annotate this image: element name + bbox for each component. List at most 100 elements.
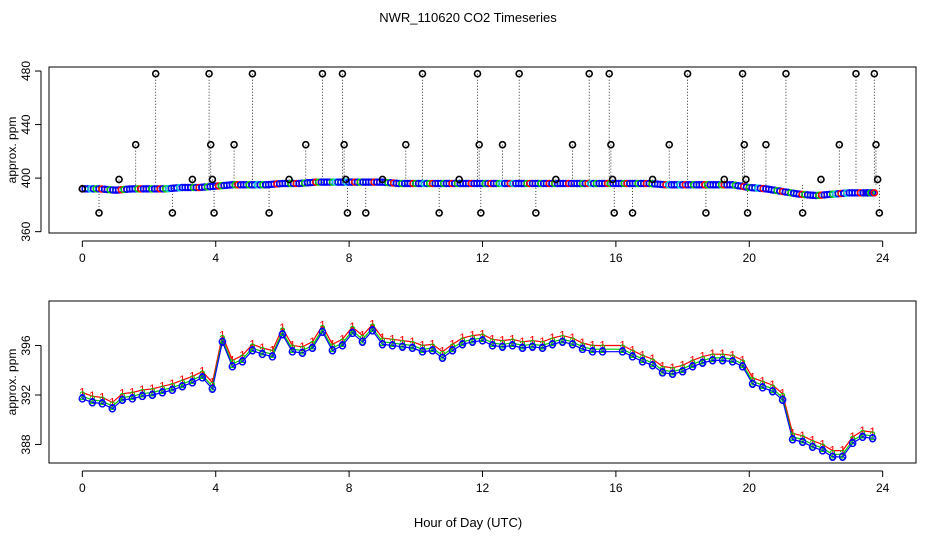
- series-marker-3: 3: [489, 339, 496, 353]
- series-circle-marker: [348, 329, 357, 338]
- series-circle-marker: [618, 347, 627, 356]
- panel-top-y-axis: 360 400 440 480: [19, 61, 42, 242]
- series-circle-marker: [578, 345, 587, 354]
- series-marker-3: 3: [569, 337, 576, 351]
- series-marker-3: 3: [159, 386, 166, 400]
- series-marker-2: 2: [249, 341, 256, 355]
- series-marker-3: 3: [619, 345, 626, 359]
- flagged-point: [188, 175, 197, 184]
- series-marker-3: 3: [799, 435, 806, 449]
- series-marker-2: 2: [169, 381, 176, 395]
- series-circle-marker: [698, 358, 707, 367]
- panel-0-x-tick-label: 4: [212, 251, 219, 265]
- series-marker-1: 1: [709, 347, 716, 361]
- flagged-point: [455, 175, 463, 184]
- panel-top: 0 4 8 12 16 20 24 360 400 440 480 approx. ppm: [5, 61, 917, 265]
- series-marker-2: 2: [399, 337, 406, 351]
- series-marker-2: 2: [219, 332, 226, 346]
- series-marker-3: 3: [539, 341, 546, 355]
- panel-0-x-tick-label: 8: [346, 251, 353, 265]
- series-marker-1: 1: [179, 373, 186, 387]
- series-marker-3: 3: [509, 339, 516, 353]
- series-marker-2: 2: [529, 337, 536, 351]
- series-marker-1: 1: [789, 426, 796, 440]
- series-marker-2: 2: [359, 332, 366, 346]
- series-circle-marker: [88, 398, 97, 407]
- series-marker-3: 3: [439, 351, 446, 365]
- series-marker-1: 1: [369, 317, 376, 331]
- series-circle-marker: [588, 347, 597, 356]
- series-circle-marker: [398, 342, 407, 351]
- series-marker-2: 2: [349, 324, 356, 338]
- series-circle-marker: [238, 357, 247, 366]
- series-circle-marker: [418, 347, 427, 356]
- flagged-point: [628, 209, 637, 217]
- flagged-point: [477, 209, 485, 217]
- flagged-point: [285, 175, 293, 184]
- series-marker-3: 3: [789, 433, 796, 447]
- series-marker-3: 3: [409, 341, 416, 355]
- panel-top-ylabel: approx. ppm: [5, 117, 19, 184]
- series-circle-marker: [198, 373, 207, 382]
- series-marker-1: 1: [689, 353, 696, 367]
- series-circle-marker: [708, 356, 717, 365]
- series-marker-2: 2: [519, 339, 526, 353]
- series-marker-2: 2: [689, 357, 696, 371]
- series-marker-1: 1: [759, 374, 766, 388]
- flagged-point: [340, 140, 348, 149]
- series-marker-2: 2: [319, 322, 326, 336]
- series-marker-2: 2: [109, 399, 116, 413]
- series-circle-marker: [638, 357, 647, 366]
- panel-0-x-tick-label: 0: [79, 251, 86, 265]
- flagged-point: [870, 69, 879, 78]
- series-marker-3: 3: [659, 366, 666, 380]
- series-circle-marker: [288, 347, 297, 356]
- series-marker-2: 2: [119, 390, 126, 404]
- series-marker-3: 3: [259, 347, 266, 361]
- series-marker-3: 3: [679, 364, 686, 378]
- flagged-point: [762, 140, 770, 149]
- series-marker-3: 3: [219, 335, 226, 349]
- panel-0-y-tick-label: 360: [19, 221, 33, 241]
- series-marker-1: 1: [479, 327, 486, 341]
- series-circle-marker: [658, 368, 667, 377]
- flagged-point: [230, 140, 238, 149]
- flagged-point: [702, 209, 710, 217]
- series-marker-2: 2: [789, 430, 796, 444]
- flagged-point: [568, 140, 577, 149]
- series-circle-marker: [438, 354, 447, 362]
- series-marker-2: 2: [229, 357, 236, 371]
- series-marker-1: 1: [659, 360, 666, 374]
- panel-0-x-tick-label: 12: [476, 251, 490, 265]
- series-circle-marker: [168, 386, 177, 394]
- series-marker-2: 2: [479, 331, 486, 345]
- flagged-point: [473, 69, 482, 78]
- panel-1-x-tick-label: 8: [346, 481, 353, 495]
- flagged-point: [475, 140, 483, 149]
- flagged-point: [210, 209, 218, 217]
- series-marker-1: 1: [629, 343, 636, 357]
- series-circle-marker: [458, 340, 467, 349]
- series-marker-2: 2: [189, 373, 196, 387]
- flagged-point: [648, 175, 657, 184]
- panel-1-y-tick-label: 392: [19, 385, 33, 405]
- series-marker-1: 1: [149, 382, 156, 396]
- series-marker-3: 3: [359, 335, 366, 349]
- series-marker-2: 2: [719, 351, 726, 365]
- series-marker-2: 2: [309, 339, 316, 353]
- series-marker-3: 3: [529, 340, 536, 354]
- series-marker-1: 1: [829, 444, 836, 458]
- series-line-3: [82, 329, 873, 458]
- flagged-point: [585, 69, 594, 78]
- series-marker-3: 3: [559, 335, 566, 349]
- panel-1-x-tick-label: 0: [79, 481, 86, 495]
- series-marker-1: 1: [859, 424, 866, 438]
- series-marker-3: 3: [749, 377, 756, 391]
- series-circle-marker: [758, 383, 767, 392]
- flagged-point: [168, 209, 177, 217]
- series-marker-3: 3: [149, 388, 156, 402]
- series-marker-1: 1: [579, 336, 586, 350]
- panel-bottom-x-axis: 0 4 8 12 16 20 24: [79, 470, 890, 495]
- series-circle-marker: [668, 370, 677, 378]
